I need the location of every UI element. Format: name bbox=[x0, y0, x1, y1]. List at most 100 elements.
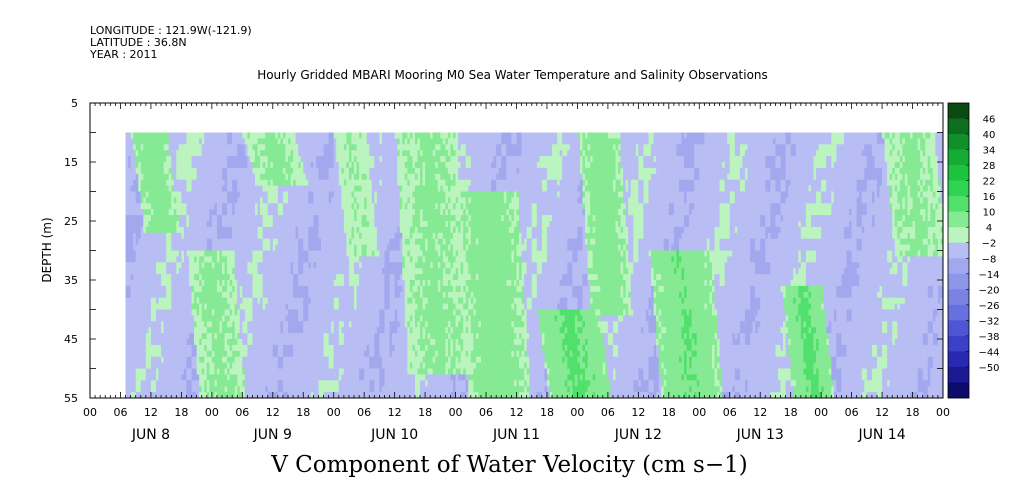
heatmap-cell bbox=[206, 386, 210, 393]
heatmap-cell bbox=[183, 380, 187, 387]
heatmap-cell bbox=[140, 392, 144, 398]
heatmap-cell bbox=[125, 315, 129, 322]
heatmap-cell bbox=[161, 274, 165, 281]
heatmap-cell bbox=[138, 344, 142, 352]
heatmap-cell bbox=[402, 356, 406, 363]
heatmap-cell bbox=[214, 309, 218, 316]
heatmap-cell bbox=[209, 303, 213, 310]
heatmap-cell bbox=[242, 309, 246, 316]
heatmap-cell bbox=[394, 226, 398, 234]
heatmap-cell bbox=[145, 303, 149, 310]
heatmap-cell bbox=[234, 309, 238, 316]
heatmap-cell bbox=[280, 268, 284, 275]
heatmap-cell bbox=[176, 244, 180, 251]
heatmap-cell bbox=[150, 386, 154, 393]
heatmap-cell bbox=[315, 280, 319, 287]
heatmap-cell bbox=[189, 132, 192, 139]
heatmap-cell bbox=[214, 280, 218, 287]
heatmap-cell bbox=[206, 203, 210, 210]
heatmap-cell bbox=[348, 191, 352, 198]
heatmap-cell bbox=[260, 197, 264, 204]
heatmap-cell bbox=[285, 392, 289, 398]
heatmap-cell bbox=[145, 144, 149, 151]
heatmap-cell bbox=[138, 321, 142, 328]
heatmap-cell bbox=[402, 167, 406, 175]
heatmap-cell bbox=[374, 327, 378, 334]
heatmap-cell bbox=[384, 339, 388, 346]
heatmap-cell bbox=[371, 256, 375, 263]
heatmap-cell bbox=[234, 333, 238, 340]
heatmap-cell bbox=[206, 309, 210, 316]
heatmap-cell bbox=[242, 339, 246, 346]
heatmap-cell bbox=[333, 191, 337, 198]
heatmap-cell bbox=[209, 132, 213, 139]
heatmap-cell bbox=[404, 232, 408, 240]
heatmap-cell bbox=[343, 303, 347, 310]
heatmap-cell bbox=[310, 238, 314, 245]
heatmap-cell bbox=[270, 386, 274, 393]
heatmap-cell bbox=[295, 144, 299, 151]
heatmap-cell bbox=[346, 185, 350, 192]
heatmap-cell bbox=[323, 333, 327, 340]
heatmap-cell bbox=[394, 285, 398, 293]
heatmap-cell bbox=[348, 132, 352, 139]
heatmap-cell bbox=[323, 339, 327, 346]
heatmap-cell bbox=[290, 274, 294, 281]
heatmap-cell bbox=[161, 209, 165, 216]
heatmap-cell bbox=[351, 185, 355, 192]
heatmap-cell bbox=[333, 167, 337, 175]
heatmap-cell bbox=[216, 268, 220, 275]
heatmap-cell bbox=[196, 191, 200, 198]
heatmap-cell bbox=[300, 138, 304, 145]
heatmap-cell bbox=[387, 303, 390, 310]
heatmap-cell bbox=[214, 209, 218, 216]
heatmap-cell bbox=[176, 132, 180, 139]
heatmap-cell bbox=[295, 238, 299, 245]
heatmap-cell bbox=[290, 203, 294, 210]
heatmap-cell bbox=[158, 285, 162, 293]
heatmap-cell bbox=[361, 339, 365, 346]
heatmap-cell bbox=[277, 392, 281, 398]
heatmap-cell bbox=[163, 315, 167, 322]
heatmap-cell bbox=[242, 380, 246, 387]
heatmap-cell bbox=[361, 232, 365, 240]
heatmap-cell bbox=[354, 374, 357, 381]
heatmap-cell bbox=[204, 185, 208, 192]
heatmap-cell bbox=[356, 221, 360, 228]
heatmap-cell bbox=[161, 374, 165, 381]
heatmap-cell bbox=[158, 344, 162, 352]
heatmap-cell bbox=[219, 244, 223, 251]
heatmap-cell bbox=[125, 297, 129, 304]
heatmap-cell bbox=[206, 144, 210, 151]
heatmap-cell bbox=[321, 132, 324, 139]
heatmap-cell bbox=[145, 333, 149, 340]
heatmap-cell bbox=[369, 262, 373, 269]
heatmap-cell bbox=[161, 344, 165, 352]
heatmap-cell bbox=[181, 274, 185, 281]
heatmap-cell bbox=[255, 132, 258, 139]
heatmap-cell bbox=[275, 285, 279, 293]
heatmap-cell bbox=[262, 392, 266, 398]
heatmap-cell bbox=[389, 380, 393, 387]
heatmap-cell bbox=[356, 232, 360, 240]
heatmap-cell bbox=[237, 356, 241, 363]
heatmap-cell bbox=[366, 215, 370, 222]
heatmap-cell bbox=[257, 209, 261, 216]
heatmap-cell bbox=[338, 221, 342, 228]
heatmap-cell bbox=[194, 238, 198, 245]
heatmap-cell bbox=[183, 350, 187, 358]
heatmap-cell bbox=[282, 244, 286, 251]
heatmap-cell bbox=[318, 327, 322, 334]
heatmap-cell bbox=[364, 138, 368, 145]
heatmap-cell bbox=[354, 232, 357, 240]
heatmap-cell bbox=[168, 179, 172, 186]
heatmap-cell bbox=[381, 150, 385, 157]
heatmap-cell bbox=[404, 339, 408, 346]
heatmap-cell bbox=[138, 315, 142, 322]
heatmap-cell bbox=[214, 374, 218, 381]
heatmap-cell bbox=[265, 285, 269, 293]
heatmap-cell bbox=[199, 244, 203, 251]
heatmap-cell bbox=[303, 185, 307, 192]
heatmap-cell bbox=[125, 132, 129, 139]
heatmap-cell bbox=[125, 256, 129, 263]
